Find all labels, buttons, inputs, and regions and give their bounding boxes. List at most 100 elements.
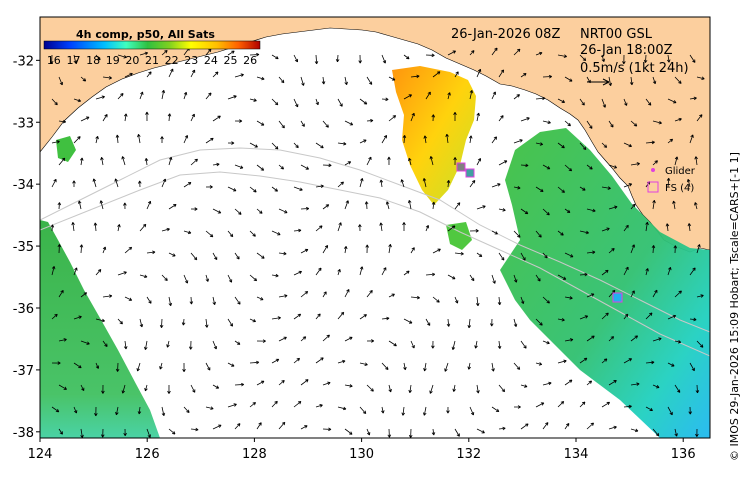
current-arrow: [168, 203, 177, 210]
current-arrow: [645, 406, 653, 411]
current-arrow: [366, 428, 371, 436]
current-arrow: [278, 76, 285, 84]
current-arrow: [535, 186, 544, 192]
current-arrow: [586, 293, 595, 298]
current-arrow: [190, 427, 199, 432]
current-arrow: [234, 119, 243, 123]
current-arrow: [94, 406, 98, 417]
glider-icon: [651, 168, 655, 172]
current-arrow: [645, 140, 655, 145]
current-arrow: [57, 202, 62, 210]
current-arrow: [564, 164, 573, 172]
current-arrow: [673, 245, 678, 254]
current-arrow: [513, 318, 518, 327]
current-arrow: [278, 208, 288, 214]
current-arrow: [542, 296, 550, 304]
current-arrow: [520, 252, 526, 261]
current-arrow: [379, 179, 384, 188]
current-arrow: [58, 119, 67, 124]
current-arrow: [234, 252, 240, 260]
current-arrow: [146, 71, 152, 78]
current-arrow: [234, 423, 241, 430]
current-arrow: [423, 135, 427, 144]
current-arrow: [344, 161, 352, 166]
credit-text: © IMOS 29-Jan-2026 15:09 Hobart; Tscale=…: [728, 152, 741, 461]
current-arrow: [181, 318, 186, 326]
current-arrow: [425, 272, 436, 277]
current-arrow: [674, 384, 681, 393]
product-line-2: 26-Jan 18:00Z: [580, 43, 673, 58]
current-arrow: [271, 273, 279, 278]
current-arrow: [513, 186, 521, 190]
current-arrow: [337, 181, 344, 188]
current-arrow: [57, 244, 62, 254]
current-arrow: [58, 384, 67, 390]
current-arrow: [337, 222, 342, 232]
legend-fs-label: FS (4): [665, 183, 694, 194]
current-arrow: [205, 274, 210, 282]
colorbar-strip: [43, 40, 261, 50]
current-arrow: [665, 223, 670, 232]
current-arrow: [114, 178, 119, 188]
current-arrow: [205, 48, 212, 56]
current-arrow: [205, 185, 213, 189]
current-arrow: [476, 112, 480, 122]
current-arrow: [557, 98, 566, 103]
current-arrow: [249, 402, 256, 408]
current-arrow: [388, 244, 392, 254]
current-arrow: [564, 76, 573, 82]
current-arrow: [234, 296, 241, 305]
current-arrow: [227, 274, 233, 283]
current-arrow: [337, 359, 346, 364]
current-arrow: [168, 428, 176, 435]
current-arrow: [520, 208, 529, 215]
current-arrow: [630, 244, 636, 254]
current-arrow: [123, 202, 127, 210]
current-arrow: [322, 381, 331, 386]
current-arrow: [387, 156, 391, 166]
colorbar-tick-label: 19: [106, 54, 120, 67]
current-arrow: [146, 250, 156, 255]
current-arrow: [293, 142, 299, 149]
current-arrow: [425, 91, 431, 100]
current-arrow: [73, 267, 78, 276]
current-arrow: [674, 117, 682, 122]
current-arrow: [469, 229, 479, 233]
current-arrow: [688, 406, 693, 415]
current-arrow: [535, 230, 542, 238]
current-arrow: [454, 202, 461, 210]
current-arrow: [542, 422, 549, 430]
current-arrow: [564, 338, 574, 342]
current-arrow: [408, 157, 412, 166]
current-arrow: [271, 316, 281, 320]
current-arrow: [447, 50, 457, 56]
current-arrow: [476, 428, 485, 434]
current-arrow: [117, 318, 123, 325]
colorbar: 4h comp, p50, All Sats 16 17 18 19 20 21 22 23 2…: [43, 28, 261, 67]
current-arrow: [645, 98, 652, 106]
current-arrow: [315, 404, 323, 408]
current-arrow: [557, 359, 567, 364]
current-arrow: [422, 406, 427, 416]
current-arrow: [476, 252, 483, 258]
bathymetry-contour: [40, 147, 710, 333]
current-arrow: [407, 199, 412, 210]
current-arrow: [579, 315, 589, 320]
current-arrow: [93, 222, 98, 232]
longitude-axis: 124 126 128 130 132 134 136: [28, 438, 696, 462]
land-mass: [40, 17, 710, 253]
current-arrow: [256, 422, 262, 430]
current-arrow: [315, 357, 324, 364]
current-arrow: [124, 72, 133, 78]
current-arrow: [73, 406, 78, 414]
current-arrow: [652, 200, 656, 210]
current-arrow: [520, 340, 527, 349]
current-arrow: [249, 318, 256, 323]
current-arrow: [139, 51, 149, 56]
current-arrow: [359, 178, 364, 188]
current-arrow: [379, 222, 383, 232]
current-arrow: [689, 134, 694, 144]
current-arrow: [422, 178, 427, 188]
current-arrow: [212, 208, 222, 214]
current-arrow: [335, 54, 340, 63]
